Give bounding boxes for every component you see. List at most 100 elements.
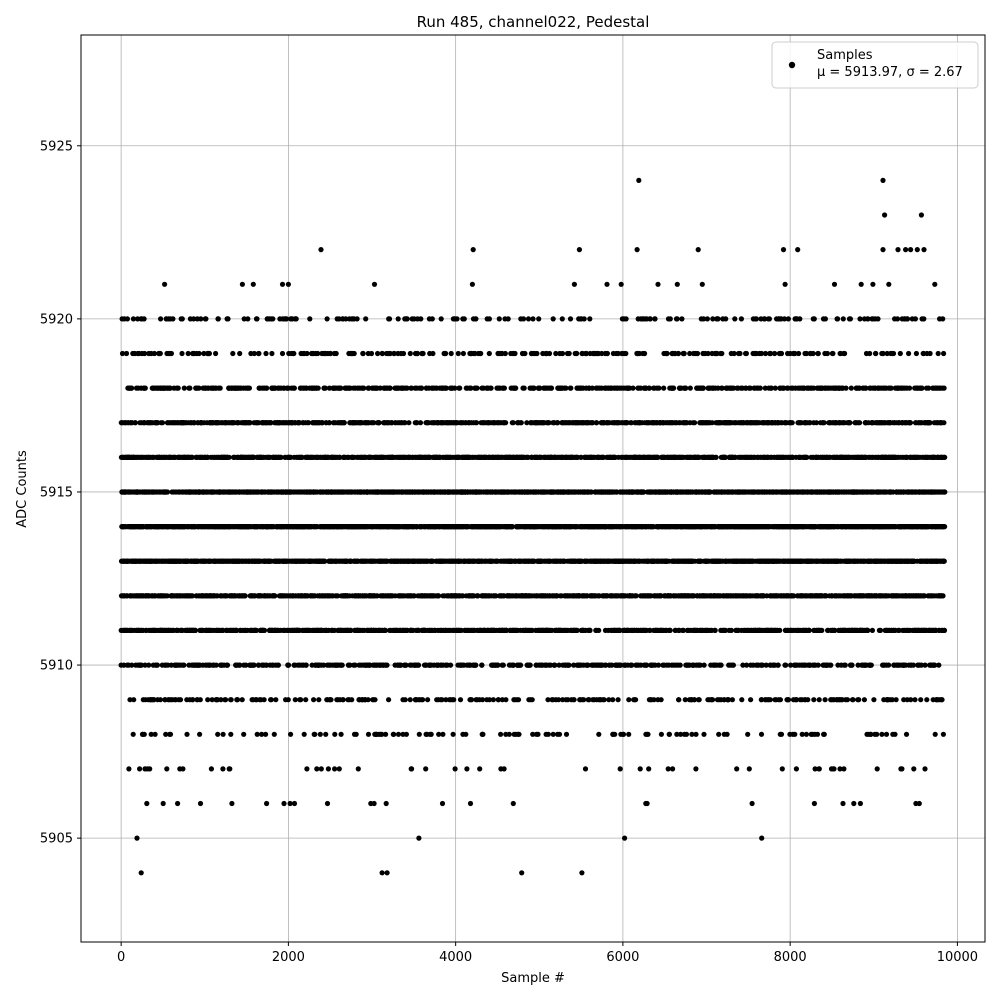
data-point xyxy=(384,663,389,668)
data-point xyxy=(423,766,428,771)
data-point xyxy=(216,316,221,321)
data-point xyxy=(458,697,463,702)
data-point xyxy=(280,351,285,356)
data-point xyxy=(363,316,368,321)
data-point xyxy=(361,386,366,391)
data-point xyxy=(311,697,316,702)
data-point xyxy=(146,663,151,668)
data-point xyxy=(384,801,389,806)
data-point xyxy=(228,732,233,737)
data-point xyxy=(209,766,214,771)
data-point xyxy=(143,386,148,391)
data-point xyxy=(516,732,521,737)
data-point xyxy=(388,386,393,391)
data-point xyxy=(158,351,163,356)
data-point xyxy=(153,732,158,737)
data-point xyxy=(304,766,309,771)
data-point xyxy=(430,351,435,356)
data-point xyxy=(387,316,392,321)
data-point xyxy=(415,351,420,356)
data-point xyxy=(340,663,345,668)
data-point xyxy=(451,732,456,737)
data-point xyxy=(487,316,492,321)
data-point xyxy=(316,697,321,702)
data-point xyxy=(325,316,330,321)
data-point xyxy=(405,316,410,321)
data-point xyxy=(198,697,203,702)
data-point xyxy=(263,732,268,737)
data-point xyxy=(197,732,202,737)
data-point xyxy=(269,351,274,356)
data-point xyxy=(180,316,185,321)
data-point xyxy=(197,351,202,356)
data-point xyxy=(230,351,235,356)
data-point xyxy=(332,766,337,771)
data-point xyxy=(168,732,173,737)
data-point xyxy=(243,593,248,598)
data-point xyxy=(262,697,267,702)
data-point xyxy=(133,420,138,425)
data-point xyxy=(396,732,401,737)
data-point xyxy=(288,732,293,737)
data-point xyxy=(193,628,198,633)
data-point xyxy=(332,732,337,737)
data-point xyxy=(503,351,508,356)
data-point xyxy=(131,697,136,702)
data-point xyxy=(475,386,480,391)
data-point xyxy=(218,386,223,391)
data-point xyxy=(478,351,483,356)
data-point xyxy=(449,351,454,356)
data-point xyxy=(408,351,413,356)
data-point xyxy=(489,386,494,391)
data-point xyxy=(269,697,274,702)
data-point xyxy=(339,732,344,737)
data-point xyxy=(303,697,308,702)
data-point xyxy=(155,663,160,668)
data-point xyxy=(463,732,468,737)
data-point xyxy=(164,766,169,771)
data-point xyxy=(506,316,511,321)
data-point xyxy=(440,732,445,737)
data-point xyxy=(512,351,517,356)
data-point xyxy=(479,663,484,668)
data-point xyxy=(137,766,142,771)
data-point xyxy=(182,386,187,391)
data-point xyxy=(220,766,225,771)
data-point xyxy=(158,316,163,321)
data-point xyxy=(165,489,170,494)
data-point xyxy=(341,697,346,702)
data-point xyxy=(223,697,228,702)
data-point xyxy=(225,316,230,321)
data-point xyxy=(519,420,524,425)
data-point xyxy=(176,386,181,391)
data-point xyxy=(352,351,357,356)
data-point xyxy=(292,386,297,391)
data-point xyxy=(264,801,269,806)
data-point xyxy=(142,316,147,321)
data-point xyxy=(302,732,307,737)
data-point xyxy=(342,420,347,425)
data-point xyxy=(416,663,421,668)
data-point xyxy=(420,697,425,702)
data-point xyxy=(430,316,435,321)
data-point xyxy=(530,316,535,321)
data-point xyxy=(349,697,354,702)
data-point xyxy=(312,732,317,737)
data-point xyxy=(147,766,152,771)
data-point xyxy=(383,732,388,737)
data-point xyxy=(186,351,191,356)
data-point xyxy=(142,732,147,737)
data-point xyxy=(229,697,234,702)
data-point xyxy=(291,351,296,356)
data-point xyxy=(366,697,371,702)
data-point xyxy=(526,316,531,321)
data-point xyxy=(480,732,485,737)
data-point xyxy=(198,801,203,806)
data-point xyxy=(170,316,175,321)
data-point xyxy=(366,732,371,737)
data-point xyxy=(491,697,496,702)
data-point xyxy=(276,663,281,668)
data-point xyxy=(429,732,434,737)
data-point xyxy=(247,386,252,391)
